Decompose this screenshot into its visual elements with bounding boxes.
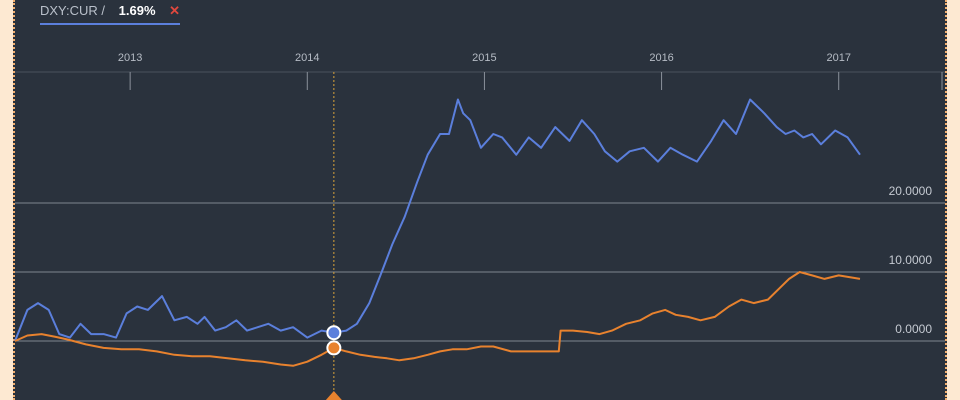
x-tick-label: 2016: [649, 52, 673, 64]
x-tick-label: 2015: [472, 52, 496, 64]
x-tick-label: 2013: [118, 52, 142, 64]
y-tick-label: 0.0000: [895, 322, 932, 336]
series-legend[interactable]: DXY:CUR / 1.69% ✕: [40, 3, 181, 25]
series-line-blue: [14, 98, 861, 342]
legend-percent-change: 1.69%: [118, 3, 156, 18]
x-tick-label: 2014: [295, 52, 319, 64]
legend-ticker: DXY:CUR /: [40, 3, 106, 18]
y-tick-label: 10.0000: [889, 253, 933, 267]
chart-panel: [13, 0, 947, 400]
x-tick-label: 2017: [826, 52, 850, 64]
remove-series-close-icon[interactable]: ✕: [169, 3, 181, 18]
crosshair-handle[interactable]: [325, 391, 342, 400]
y-tick-label: 20.0000: [889, 184, 933, 198]
series-marker-blue[interactable]: [326, 325, 342, 341]
series-marker-orange[interactable]: [326, 340, 342, 356]
series-line-orange: [14, 271, 861, 367]
